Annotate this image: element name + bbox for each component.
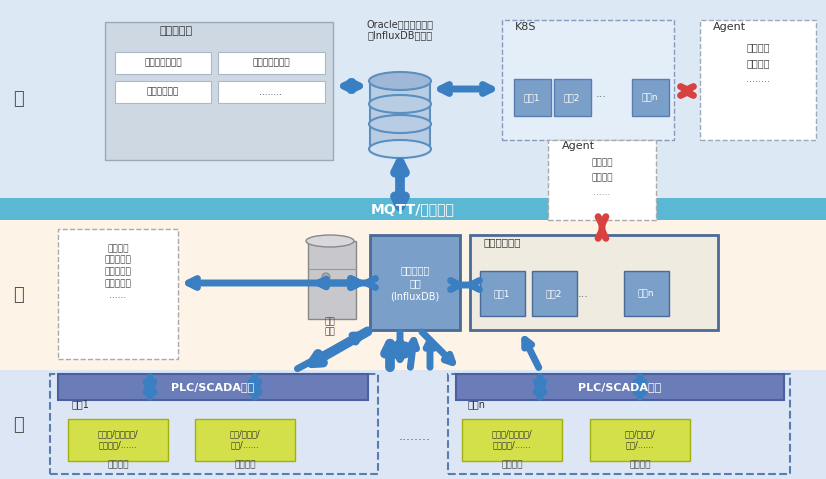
FancyBboxPatch shape (218, 52, 325, 74)
Text: 边: 边 (12, 286, 23, 304)
Text: 泵组/变频器/
阀门/......: 泵组/变频器/ 阀门/...... (230, 429, 260, 449)
FancyBboxPatch shape (0, 370, 826, 479)
FancyBboxPatch shape (548, 140, 656, 220)
Text: 容器2: 容器2 (546, 289, 563, 298)
FancyBboxPatch shape (624, 271, 669, 316)
FancyBboxPatch shape (115, 52, 211, 74)
Text: 容器启停: 容器启停 (591, 173, 613, 182)
Text: Agent: Agent (562, 141, 595, 151)
Text: ........: ........ (746, 74, 770, 84)
FancyBboxPatch shape (456, 374, 784, 400)
Text: 本地
磁盘: 本地 磁盘 (325, 317, 335, 337)
FancyBboxPatch shape (105, 22, 333, 160)
FancyBboxPatch shape (68, 419, 168, 461)
Text: 控制设备: 控制设备 (235, 460, 256, 469)
FancyBboxPatch shape (554, 79, 591, 116)
Text: 云: 云 (12, 90, 23, 108)
Text: 边缘容器服务: 边缘容器服务 (484, 237, 521, 247)
Text: 采集数据
投药预测表
训练样本表
历史数据表
......: 采集数据 投药预测表 训练样本表 历史数据表 ...... (105, 244, 131, 300)
FancyBboxPatch shape (115, 81, 211, 103)
Text: 控制设备: 控制设备 (629, 460, 651, 469)
Text: 采集数据可视化: 采集数据可视化 (145, 58, 182, 68)
Text: ...: ... (596, 89, 606, 99)
FancyBboxPatch shape (0, 198, 826, 220)
Text: 容器1: 容器1 (524, 93, 540, 103)
Circle shape (322, 273, 330, 281)
FancyBboxPatch shape (532, 271, 577, 316)
Text: ........: ........ (399, 431, 431, 444)
Text: 容器启停: 容器启停 (746, 58, 770, 68)
FancyBboxPatch shape (308, 241, 356, 319)
Text: PLC/SCADA系统: PLC/SCADA系统 (578, 382, 662, 392)
Ellipse shape (369, 95, 431, 113)
Text: 历史数据可视化: 历史数据可视化 (252, 58, 290, 68)
Text: 容器n: 容器n (642, 93, 658, 103)
Text: 容器2: 容器2 (564, 93, 580, 103)
Text: Oracle关系型数据库
或InfluxDB数据库: Oracle关系型数据库 或InfluxDB数据库 (367, 19, 434, 41)
FancyBboxPatch shape (480, 271, 525, 316)
FancyBboxPatch shape (514, 79, 551, 116)
Text: 数据可视化: 数据可视化 (160, 26, 193, 36)
Text: MQTT/文件服务: MQTT/文件服务 (371, 202, 455, 216)
Text: ........: ........ (259, 88, 282, 96)
FancyBboxPatch shape (58, 229, 178, 359)
FancyBboxPatch shape (0, 220, 826, 370)
FancyBboxPatch shape (700, 20, 816, 140)
Text: 端: 端 (12, 416, 23, 434)
Text: 水厂n: 水厂n (468, 399, 486, 409)
FancyBboxPatch shape (370, 81, 430, 149)
FancyBboxPatch shape (590, 419, 690, 461)
Text: PLC/SCADA系统: PLC/SCADA系统 (171, 382, 254, 392)
Text: 时序数据库
容器
(InfluxDB): 时序数据库 容器 (InfluxDB) (391, 265, 439, 301)
Text: 容器监控: 容器监控 (591, 159, 613, 168)
Ellipse shape (306, 235, 354, 247)
FancyBboxPatch shape (470, 235, 718, 330)
Text: 数据采集: 数据采集 (501, 460, 523, 469)
FancyBboxPatch shape (195, 419, 295, 461)
FancyBboxPatch shape (218, 81, 325, 103)
FancyBboxPatch shape (58, 374, 368, 400)
Ellipse shape (369, 140, 431, 158)
Ellipse shape (369, 72, 431, 90)
Text: 传感器/自控设备/
仪器仪表/......: 传感器/自控设备/ 仪器仪表/...... (491, 429, 533, 449)
FancyBboxPatch shape (462, 419, 562, 461)
Text: K8S: K8S (515, 22, 537, 32)
Text: 水厂1: 水厂1 (72, 399, 90, 409)
Text: 历史数据分析: 历史数据分析 (147, 88, 179, 96)
Text: 传感器/自控设备/
仪器仪表/......: 传感器/自控设备/ 仪器仪表/...... (97, 429, 139, 449)
Text: 数据采集: 数据采集 (107, 460, 129, 469)
Text: 容器n: 容器n (638, 289, 654, 298)
FancyBboxPatch shape (0, 0, 826, 198)
Ellipse shape (369, 115, 431, 133)
Text: Agent: Agent (713, 22, 746, 32)
Text: 容器监控: 容器监控 (746, 42, 770, 52)
FancyBboxPatch shape (370, 235, 460, 330)
FancyBboxPatch shape (632, 79, 669, 116)
Text: ......: ...... (593, 187, 610, 196)
Text: ...: ... (577, 289, 588, 299)
Text: 泵组/变频器/
阀门/......: 泵组/变频器/ 阀门/...... (624, 429, 655, 449)
Text: 容器1: 容器1 (494, 289, 510, 298)
FancyBboxPatch shape (502, 20, 674, 140)
